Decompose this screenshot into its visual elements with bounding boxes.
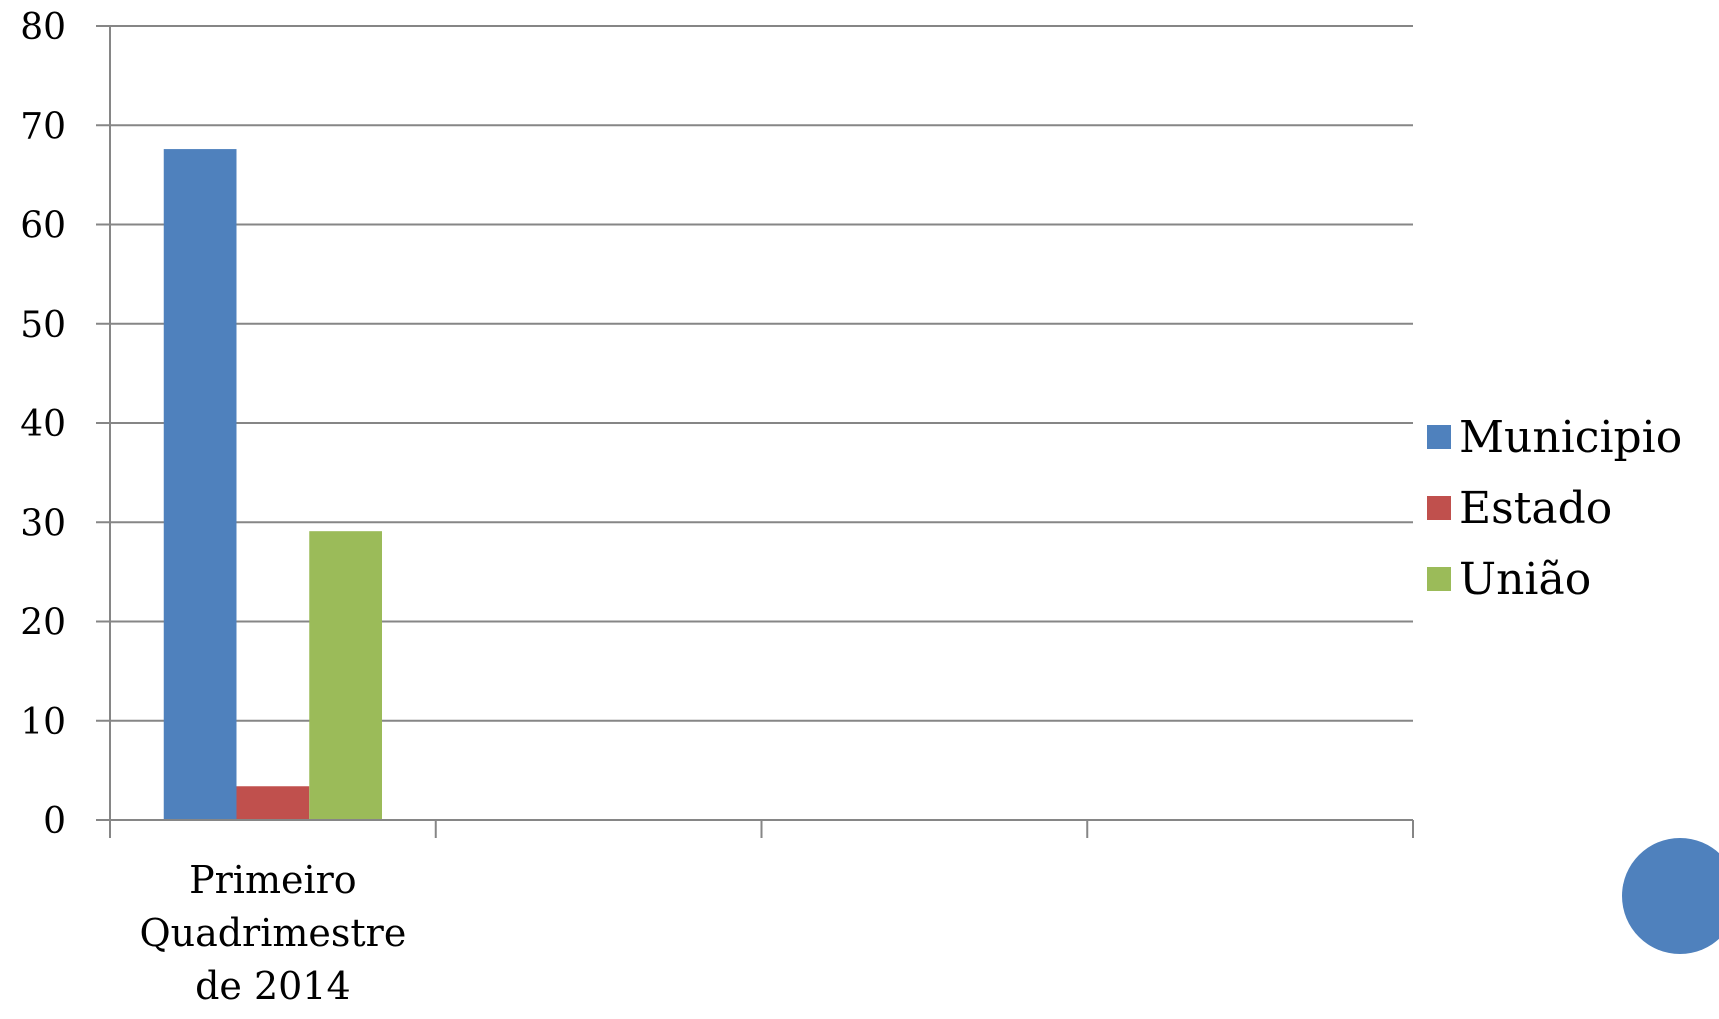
y-tick-label: 20 <box>20 603 66 644</box>
legend-swatch <box>1427 496 1451 520</box>
y-tick-label: 80 <box>20 7 66 48</box>
x-tick-label: Quadrimestre <box>139 911 406 955</box>
legend-swatch <box>1427 425 1451 449</box>
legend: Municipio Estado União <box>1427 412 1682 605</box>
y-tick-label: 10 <box>20 702 66 743</box>
gridlines <box>110 25 1413 722</box>
y-tick-label: 50 <box>20 305 66 346</box>
x-tick-label: Primeiro <box>189 858 357 902</box>
bar-municipio <box>163 149 237 820</box>
legend-item: Municipio <box>1427 412 1682 463</box>
axes <box>96 25 1414 838</box>
bars <box>163 149 383 820</box>
x-tick-label: de 2014 <box>195 964 351 1008</box>
y-tick-labels: 0 10 20 30 40 50 60 70 80 <box>20 7 66 842</box>
y-tick-label: 40 <box>20 404 66 445</box>
legend-item: Estado <box>1427 483 1612 534</box>
legend-label: Estado <box>1459 483 1612 534</box>
y-tick-label: 70 <box>20 106 66 147</box>
y-tick-label: 60 <box>20 206 66 247</box>
legend-swatch <box>1427 567 1451 591</box>
bar-estado <box>236 786 310 820</box>
y-tick-label: 0 <box>43 801 66 842</box>
decorative-circle <box>1622 838 1719 954</box>
legend-item: União <box>1427 554 1591 605</box>
legend-label: União <box>1459 554 1591 605</box>
bar-união <box>309 531 383 820</box>
y-tick-label: 30 <box>20 503 66 544</box>
x-tick-labels: Primeiro Quadrimestre de 2014 <box>139 858 406 1008</box>
legend-label: Municipio <box>1459 412 1682 463</box>
